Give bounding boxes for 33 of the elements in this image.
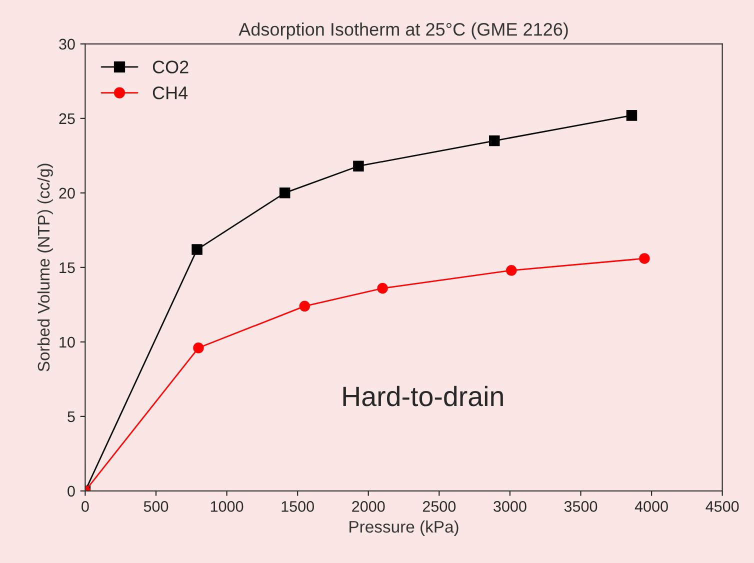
legend-label: CO2 — [152, 60, 188, 74]
y-tick-label: 10 — [60, 336, 75, 348]
x-tick-label: 4000 — [634, 501, 668, 512]
annotation: Hard-to-drain — [343, 386, 503, 406]
point — [192, 244, 202, 255]
x-tick-label: 4500 — [706, 501, 739, 512]
x-tick-label: 3000 — [494, 501, 526, 512]
y-tick-label: 20 — [59, 188, 75, 199]
point — [626, 110, 638, 121]
point — [506, 265, 517, 276]
point — [377, 282, 388, 294]
x-tick-label: 0 — [82, 501, 89, 512]
point — [639, 253, 650, 264]
x-tick-label: 2000 — [352, 501, 385, 512]
point — [353, 160, 364, 172]
chart-title: Adsorption Isotherm at 25°C (GME 2126) — [238, 22, 568, 40]
point — [489, 135, 500, 146]
y-tick-label: 25 — [59, 113, 75, 124]
y-tick-label: 30 — [59, 38, 75, 50]
point — [193, 342, 204, 354]
legend-label: CH4 — [152, 86, 188, 100]
x-tick-label: 3500 — [564, 501, 598, 512]
x-tick-label: 2500 — [422, 501, 456, 512]
point — [279, 188, 290, 198]
x-tick-label: 1000 — [210, 501, 244, 512]
y-tick-label: 15 — [60, 262, 75, 274]
point — [299, 300, 310, 312]
x-axis-title: Pressure (kPa) — [350, 520, 458, 536]
y-axis-title: Sorbed Volume (NTP) (cc/g) — [37, 164, 53, 372]
x-tick-label: 1500 — [282, 501, 314, 512]
x-tick-label: 500 — [144, 501, 168, 512]
y-tick-label: 5 — [68, 411, 75, 422]
y-tick-label: 0 — [68, 486, 75, 497]
